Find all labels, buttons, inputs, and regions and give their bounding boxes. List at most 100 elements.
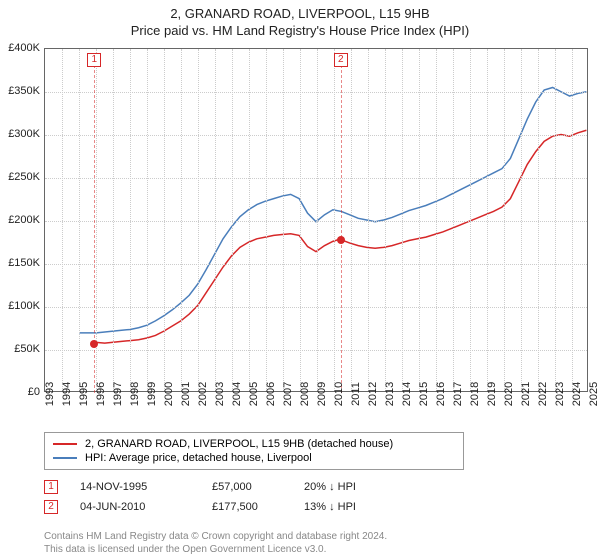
x-axis-label: 2023 [554, 382, 566, 406]
x-axis-label: 2012 [367, 382, 379, 406]
gridline-v [181, 49, 182, 391]
gridline-v [419, 49, 420, 391]
gridline-v [249, 49, 250, 391]
marker-dot-1 [90, 340, 98, 348]
gridline-v [436, 49, 437, 391]
legend-label: 2, GRANARD ROAD, LIVERPOOL, L15 9HB (det… [85, 438, 393, 450]
x-axis-label: 2010 [333, 382, 345, 406]
x-axis-label: 2006 [265, 382, 277, 406]
x-axis-label: 2022 [537, 382, 549, 406]
gridline-v [572, 49, 573, 391]
y-axis-label: £0 [0, 386, 40, 398]
x-axis-label: 1997 [112, 382, 124, 406]
transaction-pct: 13% ↓ HPI [304, 501, 394, 513]
gridline-v [453, 49, 454, 391]
x-axis-label: 2002 [197, 382, 209, 406]
transaction-row-2: 2 04-JUN-2010 £177,500 13% ↓ HPI [44, 500, 394, 514]
gridline-v [198, 49, 199, 391]
gridline-v [402, 49, 403, 391]
gridline-v [164, 49, 165, 391]
x-axis-label: 1993 [44, 382, 56, 406]
y-axis-label: £50K [0, 343, 40, 355]
x-axis-label: 2005 [248, 382, 260, 406]
x-axis-label: 2018 [469, 382, 481, 406]
transaction-date: 14-NOV-1995 [80, 481, 190, 493]
legend-box: 2, GRANARD ROAD, LIVERPOOL, L15 9HB (det… [44, 432, 464, 470]
x-axis-label: 2024 [571, 382, 583, 406]
gridline-v [470, 49, 471, 391]
gridline-v [521, 49, 522, 391]
transaction-date: 04-JUN-2010 [80, 501, 190, 513]
x-axis-label: 2007 [282, 382, 294, 406]
x-axis-label: 2001 [180, 382, 192, 406]
legend-item: 2, GRANARD ROAD, LIVERPOOL, L15 9HB (det… [53, 437, 455, 451]
x-axis-label: 2011 [350, 382, 362, 406]
marker-dot-2 [337, 236, 345, 244]
gridline-v [283, 49, 284, 391]
marker-box-2: 2 [334, 53, 348, 67]
footer-line1: Contains HM Land Registry data © Crown c… [44, 530, 387, 543]
marker-line-2 [341, 65, 342, 393]
transaction-pct: 20% ↓ HPI [304, 481, 394, 493]
x-axis-label: 2015 [418, 382, 430, 406]
y-axis-label: £150K [0, 257, 40, 269]
x-axis-label: 2003 [214, 382, 226, 406]
gridline-v [215, 49, 216, 391]
plot-area: 12 [44, 48, 588, 392]
x-axis-label: 1998 [129, 382, 141, 406]
x-axis-label: 2025 [588, 382, 600, 406]
gridline-v [317, 49, 318, 391]
gridline-h [45, 221, 587, 222]
gridline-h [45, 135, 587, 136]
series-hpi [79, 87, 586, 332]
chart-container: 2, GRANARD ROAD, LIVERPOOL, L15 9HB Pric… [0, 0, 600, 560]
x-axis-label: 2013 [384, 382, 396, 406]
legend-label: HPI: Average price, detached house, Live… [85, 452, 312, 464]
transaction-marker: 2 [44, 500, 58, 514]
marker-box-1: 1 [87, 53, 101, 67]
gridline-v [368, 49, 369, 391]
x-axis-label: 1995 [78, 382, 90, 406]
legend-swatch [53, 457, 77, 459]
x-axis-label: 2000 [163, 382, 175, 406]
footer-line2: This data is licensed under the Open Gov… [44, 543, 387, 556]
gridline-v [538, 49, 539, 391]
x-axis-label: 2020 [503, 382, 515, 406]
x-axis-label: 2021 [520, 382, 532, 406]
gridline-v [266, 49, 267, 391]
x-axis-label: 2016 [435, 382, 447, 406]
y-axis-label: £100K [0, 300, 40, 312]
transaction-row-1: 1 14-NOV-1995 £57,000 20% ↓ HPI [44, 480, 394, 494]
gridline-v [487, 49, 488, 391]
x-axis-label: 2017 [452, 382, 464, 406]
x-axis-label: 2009 [316, 382, 328, 406]
y-axis-label: £400K [0, 42, 40, 54]
transaction-marker: 1 [44, 480, 58, 494]
line-series-svg [45, 49, 587, 391]
transaction-price: £177,500 [212, 501, 282, 513]
x-axis-label: 2004 [231, 382, 243, 406]
x-axis-label: 1994 [61, 382, 73, 406]
gridline-v [351, 49, 352, 391]
gridline-v [555, 49, 556, 391]
chart-subtitle: Price paid vs. HM Land Registry's House … [0, 21, 600, 38]
gridline-h [45, 178, 587, 179]
gridline-v [232, 49, 233, 391]
gridline-v [504, 49, 505, 391]
transaction-price: £57,000 [212, 481, 282, 493]
legend-swatch [53, 443, 77, 445]
x-axis-label: 1999 [146, 382, 158, 406]
x-axis-label: 2014 [401, 382, 413, 406]
gridline-v [385, 49, 386, 391]
y-axis-label: £200K [0, 214, 40, 226]
x-axis-label: 2019 [486, 382, 498, 406]
legend-item: HPI: Average price, detached house, Live… [53, 451, 455, 465]
gridline-v [79, 49, 80, 391]
gridline-v [300, 49, 301, 391]
gridline-h [45, 350, 587, 351]
gridline-v [147, 49, 148, 391]
gridline-v [62, 49, 63, 391]
gridline-v [130, 49, 131, 391]
gridline-h [45, 92, 587, 93]
chart-title: 2, GRANARD ROAD, LIVERPOOL, L15 9HB [0, 0, 600, 21]
